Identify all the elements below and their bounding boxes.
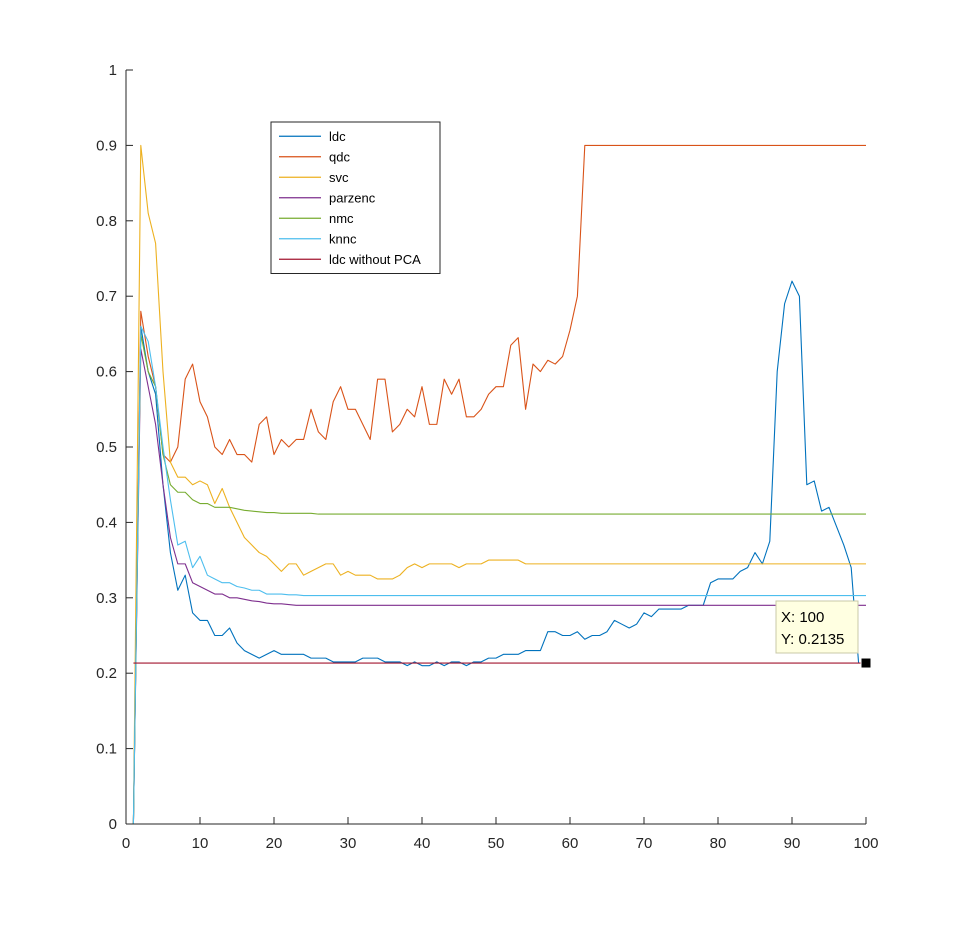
legend-label: knnc [329,231,357,246]
y-tick-label: 0.8 [96,213,117,230]
series-line-knnc [132,325,866,825]
legend-label: qdc [329,149,350,164]
datatip-y-text: Y: 0.2135 [781,631,844,648]
y-tick-label: 1 [109,62,117,79]
y-tick-label: 0.6 [96,364,117,381]
y-tick-label: 0.9 [96,137,117,154]
x-tick-label: 30 [340,835,357,852]
series-layer [132,144,866,825]
datatip-marker[interactable] [860,657,872,669]
series-line-qdc [132,144,866,825]
x-tick-label: 0 [122,835,130,852]
x-tick-label: 20 [266,835,283,852]
series-line-nmc [132,333,866,825]
datatip-x-text: X: 100 [781,609,824,626]
legend[interactable]: ldc qdc svc parzenc nmc knnc ldc without PCA [270,121,441,274]
series-line-ldc [132,280,860,825]
x-tick-label: 40 [414,835,431,852]
y-tick-label: 0.3 [96,590,117,607]
x-tick-label: 50 [488,835,505,852]
y-tick-label: 0 [109,816,117,833]
x-tick-label: 80 [710,835,727,852]
axes: 0 10 20 30 40 50 60 70 80 90 100 0 0.1 0.2 0.3 0.4 0.5 0.… [96,62,878,852]
datatip[interactable]: X: 100 Y: 0.2135 [775,600,872,669]
x-tick-label: 60 [562,835,579,852]
legend-label: ldc without PCA [329,252,421,267]
legend-label: ldc [329,129,346,144]
legend-label: nmc [329,211,354,226]
x-tick-label: 90 [784,835,801,852]
legend-label: svc [329,170,349,185]
y-tick-label: 0.1 [96,741,117,758]
datatip-box [775,600,859,654]
x-tick-label: 70 [636,835,653,852]
series-line-parzenc [132,348,866,825]
series-line-svc [132,144,866,825]
y-tick-label: 0.7 [96,288,117,305]
legend-label: parzenc [329,190,376,205]
y-tick-label: 0.5 [96,439,117,456]
x-tick-label: 10 [192,835,209,852]
y-tick-label: 0.2 [96,665,117,682]
x-tick-label: 100 [853,835,878,852]
y-tick-label: 0.4 [96,514,117,531]
